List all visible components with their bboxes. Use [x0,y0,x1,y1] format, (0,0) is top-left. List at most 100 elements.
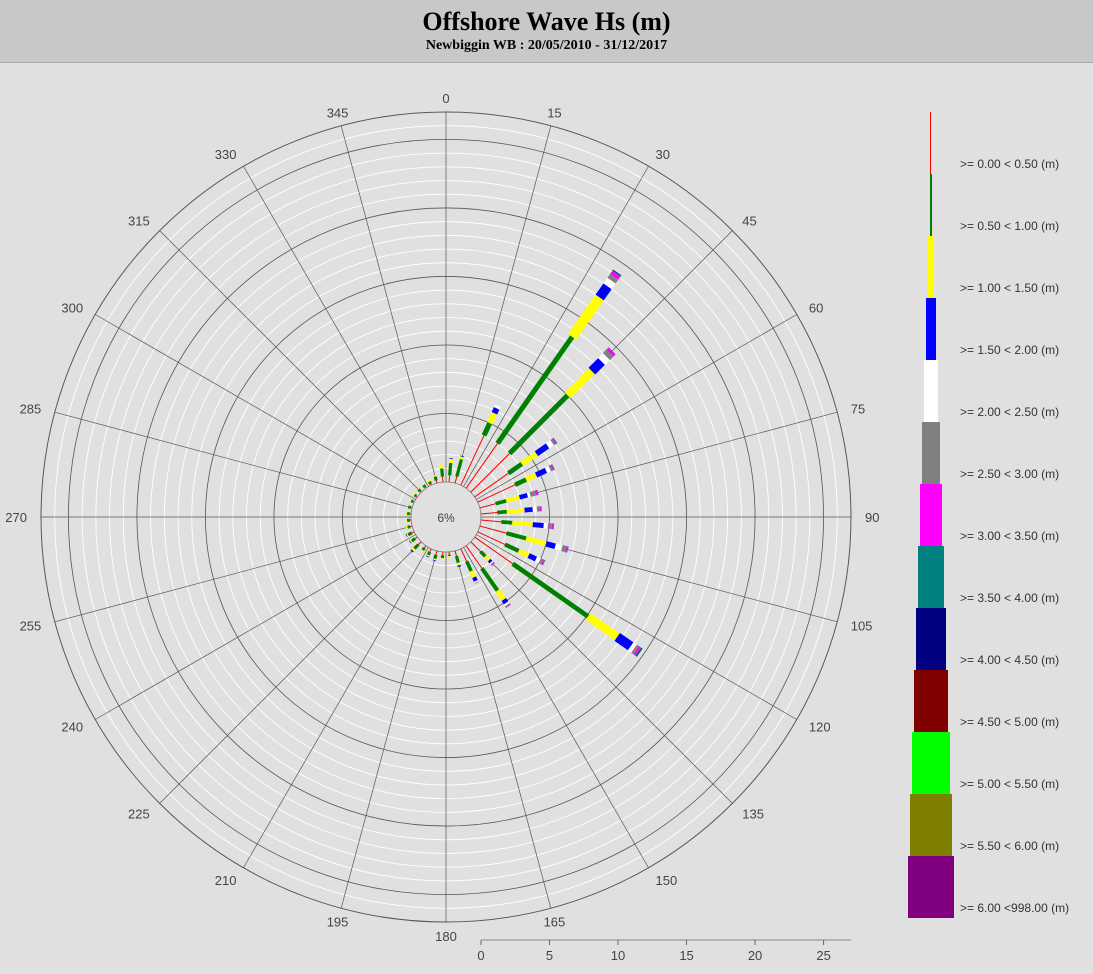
rose-segment-45-bin-2 [564,368,595,399]
radial-axis-label-5: 5 [546,948,553,963]
grid-spoke [340,125,438,484]
rose-segment-115-bin-6 [541,559,545,566]
rose-segment-145-bin-1 [480,566,500,592]
radial-axis-label-0: 0 [477,948,484,963]
rose-segment-225-bin-1 [413,543,420,550]
grid-spoke [463,547,649,868]
rose-segment-335-bin-0 [430,483,432,486]
rose-segment-305-bin-0 [415,495,418,498]
radial-axis-label-20: 20 [748,948,762,963]
rose-segment-195-bin-1 [433,554,438,560]
rose-segment-125-bin-0 [474,536,514,565]
rose-segment-345-bin-0 [435,480,438,484]
rose-segment-215-bin-1 [421,547,426,552]
rose-segment-75-bin-1 [495,499,507,506]
legend-label-8: >= 4.00 < 4.50 (m) [960,653,1059,667]
rose-segment-235-bin-2 [409,539,413,544]
rose-segment-305-bin-1 [413,493,418,498]
rose-segment-295-bin-1 [410,499,414,504]
grid-spoke [95,314,416,500]
rose-segment-135-bin-1 [479,550,487,558]
rose-segment-125-bin-2 [585,613,620,641]
direction-label-0: 0 [442,91,449,106]
rose-segment-215-bin-2 [420,549,425,553]
rose-segment-355-bin-1 [440,468,445,477]
direction-label-120: 120 [809,720,831,735]
rose-segment-125-bin-4 [627,642,637,653]
direction-label-210: 210 [215,873,237,888]
grid-spoke [463,166,649,487]
rose-segment-35-bin-6 [610,271,621,280]
legend-swatch-0 [930,112,931,174]
direction-label-240: 240 [61,720,83,735]
direction-label-15: 15 [547,105,561,120]
rose-segment-115-bin-2 [517,548,530,558]
rose-segment-55-bin-1 [507,462,524,476]
legend-label-4: >= 2.00 < 2.50 (m) [960,405,1059,419]
direction-label-60: 60 [809,301,823,316]
radial-axis-label-10: 10 [611,948,625,963]
rose-segment-115-bin-4 [534,556,541,564]
legend-label-3: >= 1.50 < 2.00 (m) [960,343,1059,357]
rose-segment-55-bin-6 [551,437,557,445]
rose-segment-55-bin-5 [550,438,556,446]
legend-label-11: >= 5.50 < 6.00 (m) [960,839,1059,853]
chart-title: Offshore Wave Hs (m) [422,7,671,36]
rose-segment-45-bin-5 [602,349,614,361]
legend-swatch-11 [910,794,952,856]
rose-segment-95-bin-3 [532,522,544,529]
rose-segment-75-bin-4 [526,492,531,498]
grid-spoke [159,230,422,493]
rose-segment-85-bin-0 [480,512,498,515]
rose-segment-15-bin-2 [459,456,465,460]
grid-spoke [243,166,429,487]
rose-segment-35-bin-0 [465,443,498,489]
legend-swatch-12 [908,856,954,918]
legend-swatch-7 [918,546,944,608]
rose-segment-85-bin-2 [506,508,525,514]
grid-spoke [476,534,797,720]
direction-labels: 0 15 30 45 60 75 90 105 120 135 150 165 180 195 210 225… [5,91,879,944]
legend-label-10: >= 5.00 < 5.50 (m) [960,777,1059,791]
rose-segment-325-bin-0 [424,486,427,489]
rose-segment-165-bin-0 [454,550,457,557]
rose-segment-25-bin-1 [481,422,493,437]
legend-label-7: >= 3.50 < 4.00 (m) [960,591,1059,605]
grid-spoke [454,550,552,909]
legend-label-6: >= 3.00 < 3.50 (m) [960,529,1059,543]
rose-segment-125-bin-1 [511,561,590,619]
rose-segment-15-bin-1 [455,458,464,477]
rose-segment-245-bin-2 [406,533,409,537]
rose-segment-325-bin-1 [422,484,427,489]
grid-spoke [340,550,438,909]
legend-swatch-5 [922,422,940,484]
rose-segment-195-bin-0 [435,550,438,555]
rose-segment-135-bin-2 [483,554,491,562]
rose-segment-155-bin-4 [473,580,479,584]
rose-segment-105-bin-0 [479,525,507,534]
rose-segment-35-bin-4 [603,277,616,290]
rose-segment-85-bin-1 [497,509,507,515]
rose-segment-35-bin-7 [612,270,621,277]
rose-segment-105-bin-2 [525,536,547,547]
rose-segment-105-bin-1 [505,531,527,541]
direction-label-180: 180 [435,929,457,944]
legend-label-5: >= 2.50 < 3.00 (m) [960,467,1059,481]
rose-segment-235-bin-0 [414,536,418,540]
rose-segment-145-bin-5 [504,602,511,608]
polar-grid [40,111,852,923]
direction-label-270: 270 [5,510,27,525]
direction-label-345: 345 [327,105,349,120]
grid-spoke [95,534,416,720]
rose-segment-35-bin-2 [568,294,604,340]
rose-segment-205-bin-2 [426,554,430,557]
chart-subtitle: Newbiggin WB : 20/05/2010 - 31/12/2017 [425,38,668,53]
rose-segment-345-bin-1 [433,476,438,481]
rose-segment-205-bin-0 [429,548,432,553]
rose-segment-145-bin-3 [501,597,509,605]
rose-segment-105-bin-5 [561,545,567,553]
rose-segment-15-bin-0 [454,476,458,484]
center-label: 6% [437,511,455,525]
legend-label-2: >= 1.00 < 1.50 (m) [960,281,1059,295]
rose-segment-255-bin-1 [407,525,411,529]
